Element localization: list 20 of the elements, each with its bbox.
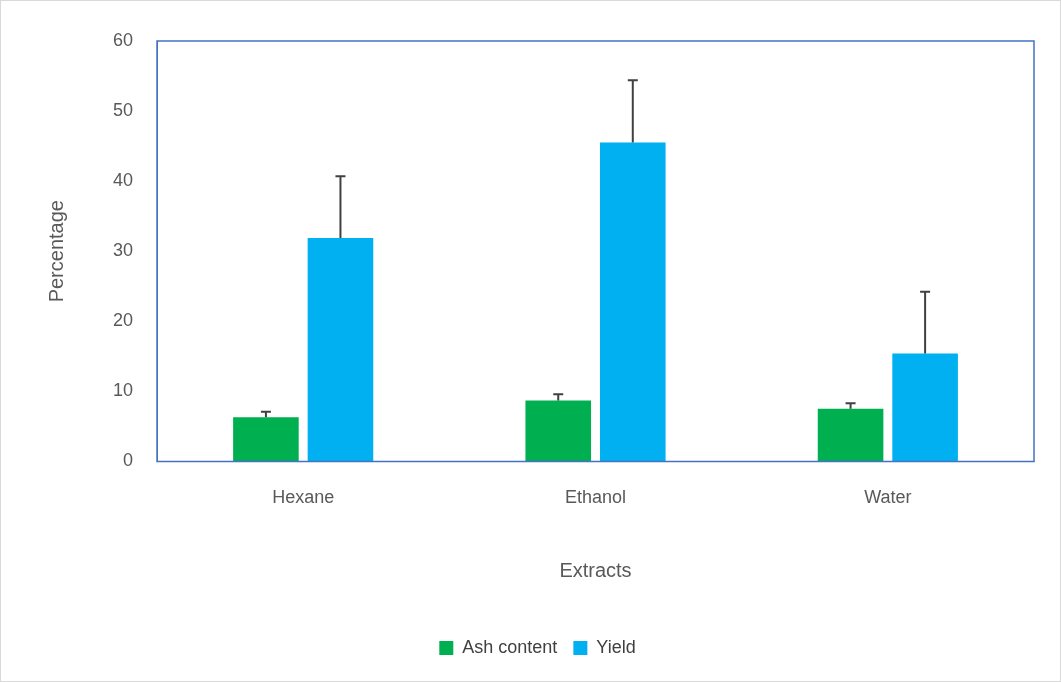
y-tick-label: 0 <box>123 450 134 471</box>
bar <box>892 353 958 462</box>
legend-label: Yield <box>596 636 636 657</box>
y-tick-label: 40 <box>112 170 134 191</box>
x-tick-label: Hexane <box>272 487 335 508</box>
y-tick-label: 50 <box>112 100 134 121</box>
y-tick-label: 20 <box>112 310 134 331</box>
y-tick-label: 60 <box>112 29 134 50</box>
y-tick-label: 10 <box>112 380 134 401</box>
bar <box>817 408 884 462</box>
y-axis-title: Percentage <box>44 200 67 303</box>
x-tick-label: Water <box>864 487 912 508</box>
legend-label: Ash content <box>462 636 558 657</box>
y-tick-label: 30 <box>112 240 134 261</box>
bar <box>233 417 299 462</box>
bar <box>525 400 592 462</box>
bar <box>599 142 666 462</box>
x-tick-label: Ethanol <box>564 487 627 508</box>
x-axis-title: Extracts <box>559 558 632 581</box>
bar <box>307 237 374 462</box>
